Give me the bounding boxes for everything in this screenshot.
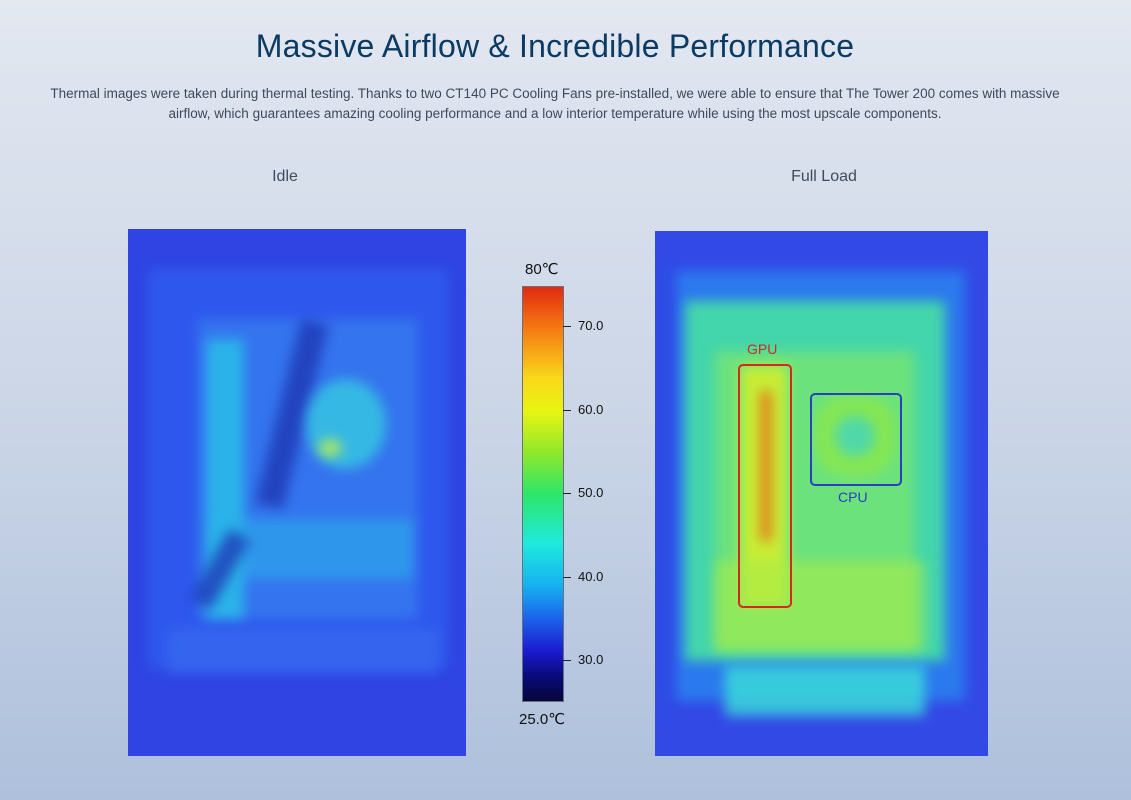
idle-thermal-image <box>128 229 466 756</box>
scale-tick <box>563 660 571 661</box>
gpu-highlight-box <box>738 364 792 608</box>
scale-tick <box>563 577 571 578</box>
scale-max-label: 80℃ <box>525 261 559 278</box>
temperature-color-scale <box>522 286 564 702</box>
scale-tick-label: 60.0 <box>578 402 604 417</box>
scale-tick <box>563 493 571 494</box>
cpu-label: CPU <box>838 489 868 505</box>
full-load-thermal-image <box>655 231 988 756</box>
idle-caption: Idle <box>272 168 298 185</box>
scale-tick-label: 40.0 <box>578 569 604 584</box>
scale-min-label: 25.0℃ <box>519 711 566 728</box>
scale-tick <box>563 410 571 411</box>
gpu-label: GPU <box>747 341 778 357</box>
page-description: Thermal images were taken during thermal… <box>50 86 1060 121</box>
page-title: Massive Airflow & Incredible Performance <box>255 28 855 64</box>
scale-tick-label: 70.0 <box>578 318 604 333</box>
cpu-highlight-box <box>810 393 902 486</box>
scale-tick-label: 30.0 <box>578 652 604 667</box>
full-load-caption: Full Load <box>791 168 857 185</box>
scale-tick <box>563 326 571 327</box>
scale-tick-label: 50.0 <box>578 485 604 500</box>
